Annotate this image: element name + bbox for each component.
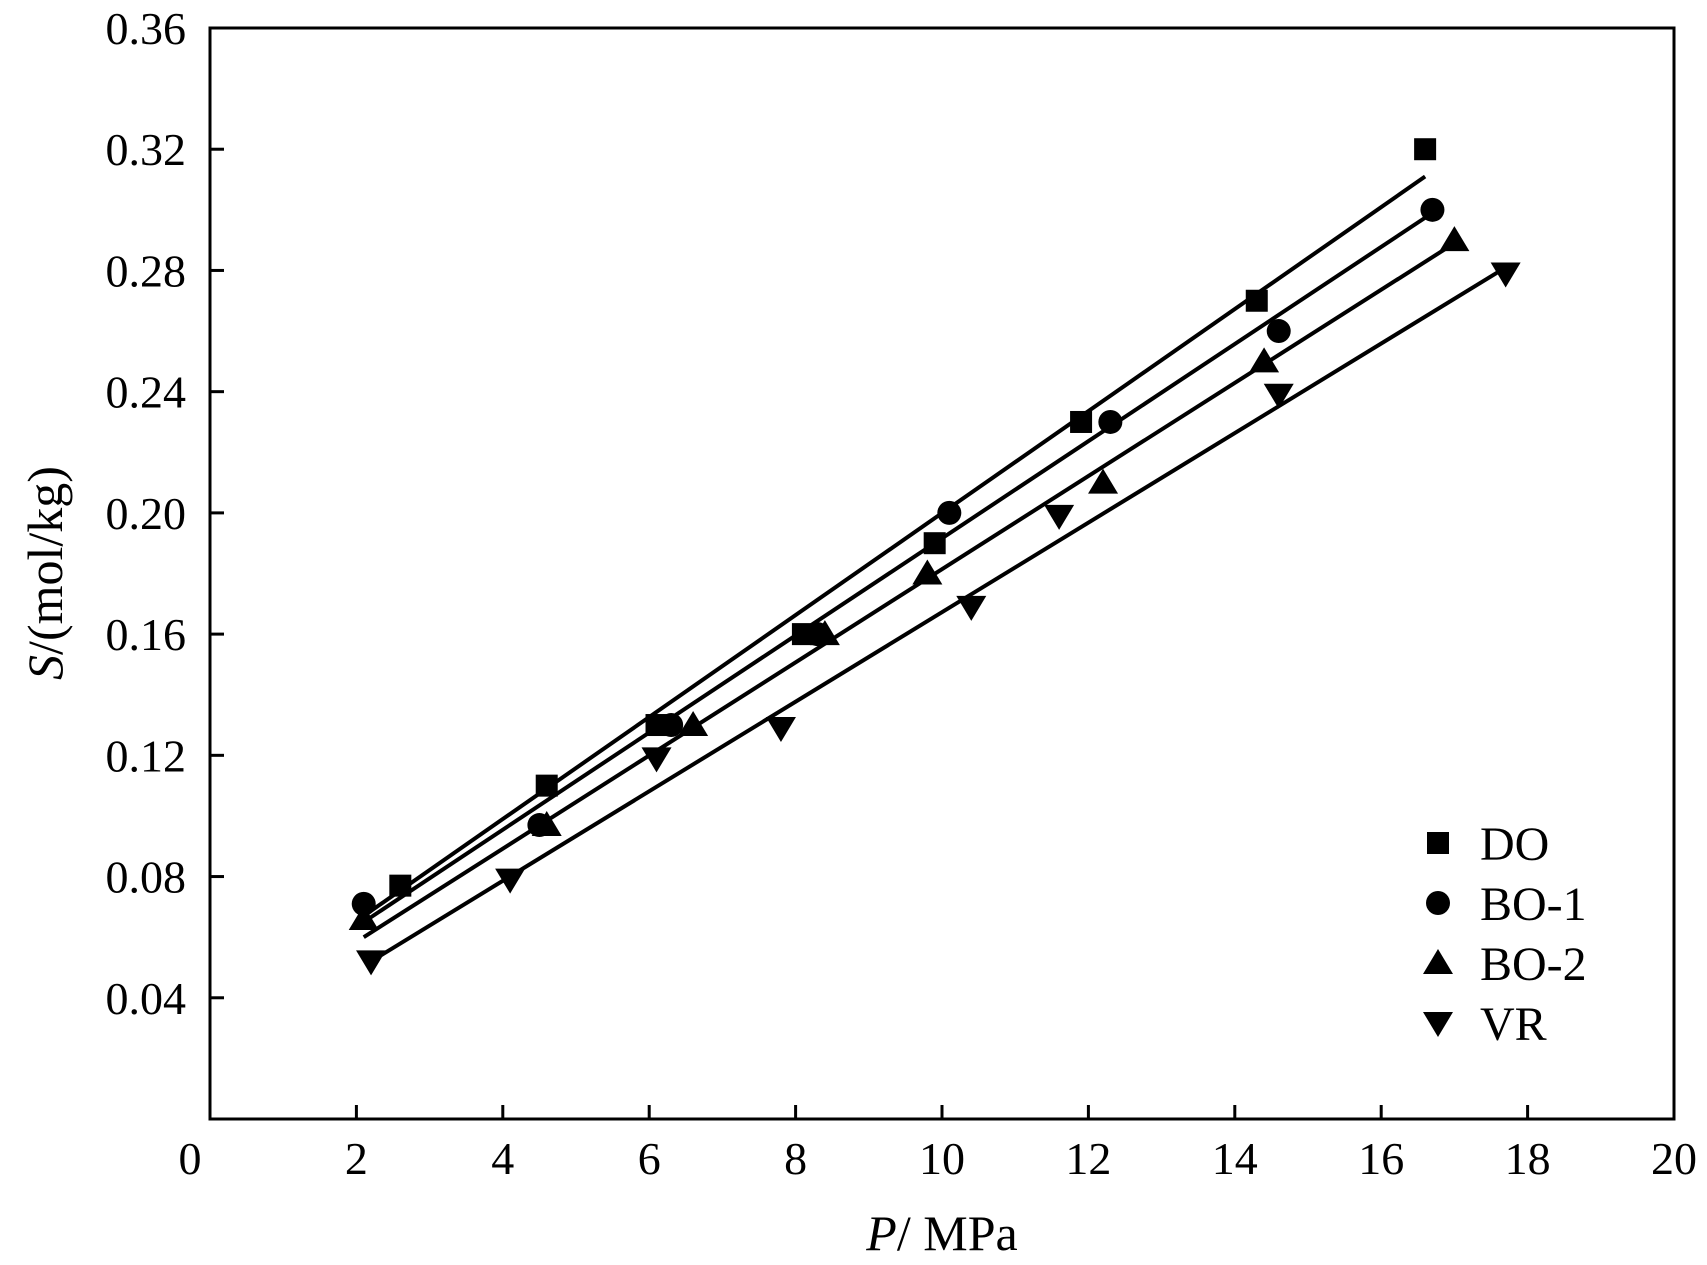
x-tick-label: 0: [179, 1133, 202, 1184]
data-point-bo-2: [809, 620, 840, 646]
data-point-bo-2: [348, 904, 379, 930]
data-point-do: [1245, 289, 1268, 312]
data-point-bo-2: [1088, 468, 1119, 494]
x-tick-label: 8: [784, 1133, 807, 1184]
y-axis-title: S/(mol/kg): [17, 466, 73, 680]
data-point-bo-2: [912, 559, 943, 585]
y-axis-unit: /(mol/kg): [17, 466, 73, 655]
fit-line-bo-2: [362, 241, 1456, 939]
data-point-do: [535, 774, 558, 797]
x-tick-label: 14: [1212, 1133, 1258, 1184]
legend-marker-vr: [1423, 1012, 1453, 1037]
markers: [348, 138, 1521, 976]
y-tick-label: 0.24: [106, 367, 187, 418]
data-point-vr: [495, 868, 526, 894]
x-axis-unit: / MPa: [897, 1205, 1018, 1261]
fit-line-vr: [369, 265, 1507, 964]
data-point-vr: [1263, 383, 1294, 409]
y-tick-label: 0.36: [106, 3, 187, 54]
x-tick-label: 16: [1358, 1133, 1404, 1184]
data-point-bo-1: [659, 713, 684, 738]
data-point-bo-2: [1439, 226, 1470, 252]
x-axis-title: P/ MPa: [865, 1205, 1017, 1261]
data-point-do: [1070, 410, 1093, 433]
y-ticks: 0.04 0.08 0.12 0.16 0.20 0.24 0.28 0.32 0.36: [106, 3, 224, 1024]
x-axis-symbol: P: [865, 1205, 897, 1261]
y-tick-label: 0.32: [106, 124, 187, 175]
data-point-vr: [1044, 504, 1075, 530]
data-point-do: [923, 532, 946, 555]
fit-line-do: [362, 174, 1427, 918]
legend-marker-do: [1427, 832, 1449, 854]
data-point-bo-2: [531, 811, 562, 837]
y-tick-label: 0.20: [106, 488, 187, 539]
legend-marker-bo-1: [1426, 891, 1450, 915]
y-tick-label: 0.16: [106, 609, 187, 660]
data-point-bo-1: [1266, 319, 1291, 344]
data-point-bo-2: [1249, 347, 1280, 373]
data-point-do: [1414, 138, 1437, 161]
data-point-bo-2: [678, 711, 709, 737]
legend-label-bo-1: BO-1: [1480, 878, 1587, 931]
data-point-bo-1: [1420, 197, 1445, 222]
fit-line-bo-1: [362, 211, 1434, 924]
y-tick-label: 0.28: [106, 245, 187, 296]
x-ticks: 0 2 4 6 8 10 12 14 16 18 20: [179, 1105, 1697, 1184]
legend-label-do: DO: [1480, 818, 1549, 871]
data-point-vr: [356, 950, 387, 976]
x-tick-label: 6: [638, 1133, 661, 1184]
fit-lines: [362, 174, 1507, 964]
legend: DO BO-1 BO-2 VR: [1423, 818, 1587, 1051]
x-tick-label: 18: [1505, 1133, 1551, 1184]
y-tick-label: 0.08: [106, 852, 187, 903]
data-point-vr: [765, 717, 796, 743]
y-tick-label: 0.12: [106, 730, 187, 781]
data-point-vr: [641, 747, 672, 773]
data-point-bo-1: [937, 500, 962, 525]
y-axis-symbol: S: [17, 655, 73, 680]
legend-marker-bo-2: [1423, 949, 1453, 974]
plot-frame: [208, 26, 1676, 1121]
data-point-bo-1: [1098, 409, 1123, 434]
x-tick-label: 20: [1651, 1133, 1697, 1184]
data-point-vr: [1490, 262, 1521, 288]
x-tick-label: 4: [491, 1133, 514, 1184]
data-point-bo-1: [351, 891, 376, 916]
x-tick-label: 12: [1065, 1133, 1111, 1184]
data-point-vr: [956, 595, 987, 621]
x-tick-label: 2: [345, 1133, 368, 1184]
legend-label-vr: VR: [1480, 998, 1547, 1051]
data-point-do: [389, 874, 412, 897]
x-tick-label: 10: [919, 1133, 965, 1184]
y-tick-label: 0.04: [106, 973, 187, 1024]
legend-label-bo-2: BO-2: [1480, 938, 1587, 991]
